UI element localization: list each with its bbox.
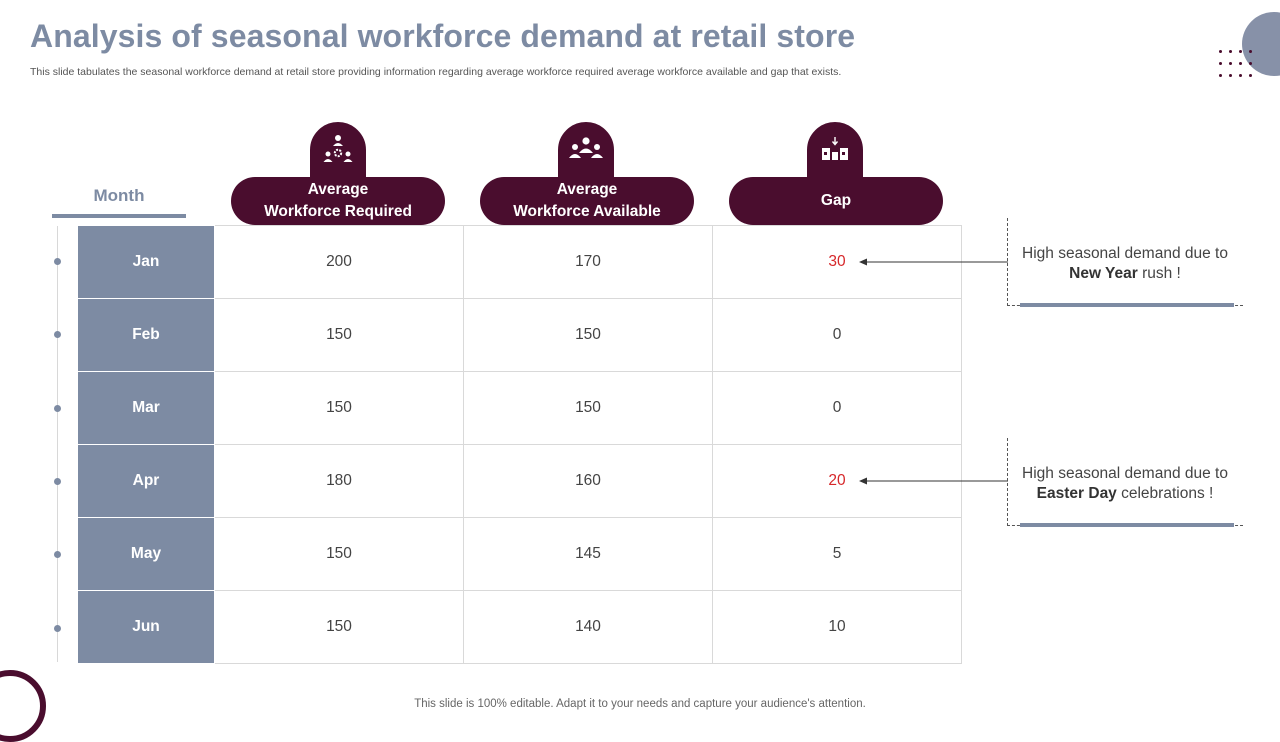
note-highlight: New Year [1069,265,1138,282]
note-easter-day: High seasonal demand due to Easter Day c… [1007,438,1243,527]
table-row: Jun 150 140 10 [77,590,962,664]
note-highlight: Easter Day [1036,485,1117,502]
month-cell: Apr [77,444,215,518]
table-row: Mar 150 150 0 [77,371,962,445]
month-cell: Jan [77,225,215,299]
column-header-line1: Average [556,181,618,198]
workforce-table: Jan 200 170 30 Feb 150 150 0 Mar 150 150… [77,225,962,664]
note-text: High seasonal demand due to New Year rus… [1022,245,1228,282]
gap-cell: 0 [712,371,962,445]
note-dashed-border [1007,218,1008,306]
required-cell: 150 [214,517,464,591]
note-underline-bar [1020,303,1234,307]
footer-text: This slide is 100% editable. Adapt it to… [414,698,866,710]
column-header-gap: Gap [729,177,943,225]
column-header-line2: Workforce Required [264,203,412,220]
page-title: Analysis of seasonal workforce demand at… [30,18,856,54]
available-cell: 170 [463,225,713,299]
timeline-dot [54,405,61,412]
table-row: May 150 145 5 [77,517,962,591]
month-cell: May [77,517,215,591]
timeline-dot [54,331,61,338]
month-cell: Feb [77,298,215,372]
callout-arrow-jan [859,258,1008,266]
decorative-circle [1242,12,1280,76]
table-row: Feb 150 150 0 [77,298,962,372]
note-underline-bar [1020,523,1234,527]
month-cell: Mar [77,371,215,445]
group-icon [557,121,615,179]
available-cell: 140 [463,590,713,664]
column-header-workforce-required: Average Workforce Required [231,177,445,225]
available-cell: 145 [463,517,713,591]
month-cell: Jun [77,590,215,664]
available-cell: 150 [463,298,713,372]
table-row: Jan 200 170 30 [77,225,962,299]
column-header-line2: Workforce Available [513,203,661,220]
gap-cell: 10 [712,590,962,664]
timeline-dot [54,478,61,485]
month-header-underline [52,214,186,218]
required-cell: 150 [214,371,464,445]
required-cell: 150 [214,298,464,372]
page-subtitle: This slide tabulates the seasonal workfo… [30,66,842,78]
required-cell: 180 [214,444,464,518]
month-column-header: Month [93,186,145,205]
note-new-year: High seasonal demand due to New Year rus… [1007,218,1243,307]
timeline-dot [54,551,61,558]
timeline-dot [54,258,61,265]
column-header-line1: Gap [820,192,852,209]
shopping-gap-icon [806,121,864,179]
required-cell: 150 [214,590,464,664]
gap-cell: 0 [712,298,962,372]
note-dashed-border [1007,438,1008,526]
column-header-workforce-available: Average Workforce Available [480,177,694,225]
available-cell: 160 [463,444,713,518]
team-settings-icon [309,121,367,179]
callout-arrow-apr [859,477,1008,485]
required-cell: 200 [214,225,464,299]
available-cell: 150 [463,371,713,445]
timeline-line [57,226,58,662]
note-text: High seasonal demand due to Easter Day c… [1022,465,1228,502]
column-header-line1: Average [307,181,369,198]
timeline-dot [54,625,61,632]
table-row: Apr 180 160 20 [77,444,962,518]
gap-cell: 5 [712,517,962,591]
